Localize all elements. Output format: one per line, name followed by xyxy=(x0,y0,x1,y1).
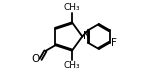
Text: CH₃: CH₃ xyxy=(64,61,80,70)
Text: CH₃: CH₃ xyxy=(64,3,80,12)
Text: F: F xyxy=(111,38,117,48)
Text: O: O xyxy=(32,54,40,64)
Text: N: N xyxy=(83,31,91,41)
